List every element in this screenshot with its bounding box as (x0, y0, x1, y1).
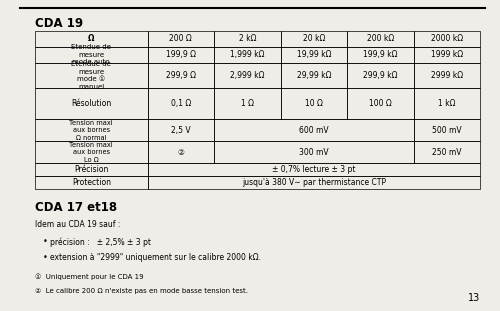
Text: 299,9 kΩ: 299,9 kΩ (363, 71, 398, 80)
Bar (214, 141, 414, 163)
Text: 0,1 Ω: 0,1 Ω (170, 100, 191, 108)
Text: ②  Le calibre 200 Ω n'existe pas en mode basse tension test.: ② Le calibre 200 Ω n'existe pas en mode … (35, 288, 248, 294)
Text: 1,999 kΩ: 1,999 kΩ (230, 50, 264, 59)
Bar (214, 63, 280, 88)
Text: 2999 kΩ: 2999 kΩ (430, 71, 463, 80)
Bar (35, 176, 148, 189)
Bar (35, 141, 148, 163)
Bar (214, 31, 280, 47)
Text: 100 Ω: 100 Ω (369, 100, 392, 108)
Bar (414, 31, 480, 47)
Bar (347, 88, 414, 119)
Text: 300 mV: 300 mV (299, 148, 328, 156)
Bar (214, 88, 280, 119)
Bar (35, 88, 148, 119)
Bar (35, 47, 148, 63)
Text: 1 kΩ: 1 kΩ (438, 100, 456, 108)
Text: •: • (42, 253, 48, 262)
Bar (214, 47, 280, 63)
Bar (347, 31, 414, 47)
Text: 299,9 Ω: 299,9 Ω (166, 71, 196, 80)
Bar (148, 163, 480, 176)
Bar (148, 31, 214, 47)
Text: ②: ② (178, 148, 184, 156)
Text: •: • (42, 237, 48, 246)
Text: 2,999 kΩ: 2,999 kΩ (230, 71, 264, 80)
Text: 250 mV: 250 mV (432, 148, 462, 156)
Text: Résolution: Résolution (71, 100, 112, 108)
Text: Etendue de
mesure
mode auto: Etendue de mesure mode auto (72, 44, 111, 65)
Text: 200 kΩ: 200 kΩ (366, 35, 394, 43)
Text: 199,9 Ω: 199,9 Ω (166, 50, 196, 59)
Text: Précision: Précision (74, 165, 108, 174)
Text: 20 kΩ: 20 kΩ (302, 35, 325, 43)
Bar (280, 63, 347, 88)
Text: CDA 17 et18: CDA 17 et18 (35, 201, 117, 214)
Text: 199,9 kΩ: 199,9 kΩ (363, 50, 398, 59)
Text: 2,5 V: 2,5 V (171, 126, 190, 135)
Text: Idem au CDA 19 sauf :: Idem au CDA 19 sauf : (35, 220, 120, 229)
Text: précision :   ± 2,5% ± 3 pt: précision : ± 2,5% ± 3 pt (50, 237, 151, 247)
Bar (414, 63, 480, 88)
Bar (414, 141, 480, 163)
Text: 29,99 kΩ: 29,99 kΩ (296, 71, 331, 80)
Text: 1999 kΩ: 1999 kΩ (430, 50, 463, 59)
Bar (280, 88, 347, 119)
Bar (414, 88, 480, 119)
Bar (347, 63, 414, 88)
Text: extension à "2999" uniquement sur le calibre 2000 kΩ.: extension à "2999" uniquement sur le cal… (50, 253, 261, 262)
Bar (35, 31, 148, 47)
Text: Tension maxi
aux bornes
Ω normal: Tension maxi aux bornes Ω normal (70, 120, 113, 141)
Bar (148, 88, 214, 119)
Bar (148, 119, 214, 141)
Bar (148, 47, 214, 63)
Bar (148, 141, 214, 163)
Text: 13: 13 (468, 293, 480, 303)
Bar (148, 176, 480, 189)
Bar (35, 63, 148, 88)
Text: 19,99 kΩ: 19,99 kΩ (296, 50, 331, 59)
Bar (280, 31, 347, 47)
Text: 2 kΩ: 2 kΩ (238, 35, 256, 43)
Text: ①  Uniquement pour le CDA 19: ① Uniquement pour le CDA 19 (35, 273, 144, 280)
Text: Ω: Ω (88, 35, 94, 43)
Text: Tension maxi
aux bornes
Lo Ω: Tension maxi aux bornes Lo Ω (70, 142, 113, 163)
Text: Protection: Protection (72, 178, 111, 187)
Text: 10 Ω: 10 Ω (305, 100, 322, 108)
Text: jusqu'à 380 V∼ par thermistance CTP: jusqu'à 380 V∼ par thermistance CTP (242, 178, 386, 187)
Bar (148, 63, 214, 88)
Text: 500 mV: 500 mV (432, 126, 462, 135)
Bar (414, 47, 480, 63)
Bar (280, 47, 347, 63)
Bar (214, 119, 414, 141)
Text: CDA 19: CDA 19 (35, 17, 83, 30)
Bar (347, 47, 414, 63)
Text: ± 0,7% lecture ± 3 pt: ± 0,7% lecture ± 3 pt (272, 165, 355, 174)
Text: 2000 kΩ: 2000 kΩ (430, 35, 463, 43)
Text: 600 mV: 600 mV (299, 126, 328, 135)
Text: Etendue de
mesure
mode ①
manuel: Etendue de mesure mode ① manuel (72, 61, 111, 90)
Bar (35, 119, 148, 141)
Bar (414, 119, 480, 141)
Bar (35, 163, 148, 176)
Text: 200 Ω: 200 Ω (170, 35, 192, 43)
Text: 1 Ω: 1 Ω (241, 100, 254, 108)
